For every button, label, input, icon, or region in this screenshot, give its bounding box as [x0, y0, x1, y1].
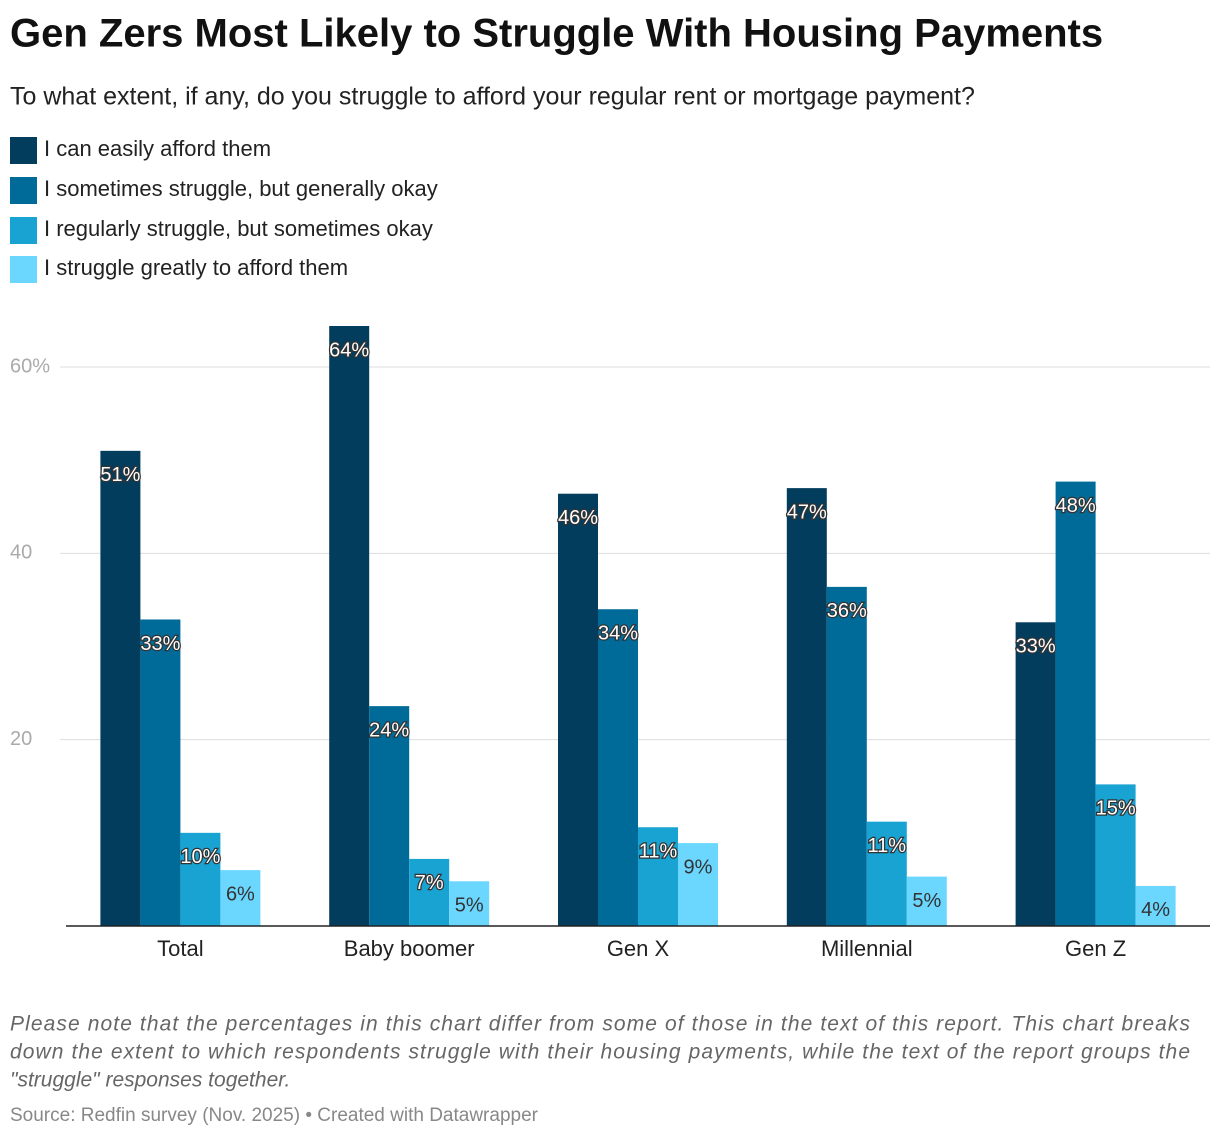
legend-label: I sometimes struggle, but generally okay — [44, 176, 438, 201]
note: down the extent to which respondents str… — [10, 1041, 1190, 1064]
legend-label: I regularly struggle, but sometimes okay — [44, 216, 433, 241]
bar — [906, 876, 947, 926]
x-tick-label: Gen X — [607, 936, 670, 961]
bar — [638, 827, 678, 926]
bar — [409, 858, 450, 926]
legend-label: I can easily afford them — [44, 136, 271, 161]
bar — [598, 609, 638, 926]
bar — [558, 493, 598, 926]
value-label: 24% — [369, 719, 409, 741]
value-label: 11% — [868, 835, 907, 857]
value-label: 4% — [1141, 899, 1170, 921]
y-tick-label: 40 — [10, 542, 32, 564]
value-label: 5% — [455, 895, 484, 917]
value-label: 46% — [558, 507, 598, 529]
x-tick-label: Total — [157, 936, 203, 961]
bar — [329, 326, 370, 926]
bar — [1095, 784, 1136, 926]
bar — [866, 821, 907, 926]
bar — [826, 586, 867, 926]
note: Please note that the percentages in this… — [10, 1013, 1190, 1036]
bar — [140, 619, 181, 926]
legend-swatch — [10, 177, 37, 204]
value-label: 34% — [598, 623, 638, 645]
value-label: 51% — [100, 464, 140, 486]
bar — [678, 843, 718, 926]
legend-swatch — [10, 217, 37, 244]
y-tick-label: 20 — [10, 728, 32, 750]
bar — [1015, 622, 1056, 926]
source: Source: Redfin survey (Nov. 2025) • Crea… — [10, 1105, 539, 1126]
value-label: 47% — [787, 501, 827, 523]
value-label: 33% — [140, 633, 180, 655]
y-tick-label: 60% — [10, 355, 50, 377]
value-label: 7% — [415, 872, 444, 894]
x-tick-label: Gen Z — [1065, 936, 1126, 961]
value-label: 48% — [1056, 495, 1096, 517]
bar — [180, 832, 221, 926]
bar — [786, 488, 827, 926]
value-label: 11% — [639, 841, 678, 863]
value-label: 33% — [1016, 636, 1056, 658]
bar — [1135, 885, 1176, 926]
bar — [369, 706, 410, 926]
bar — [220, 870, 261, 926]
legend-swatch — [10, 256, 37, 283]
note: "struggle" responses together. — [10, 1069, 290, 1092]
legend-swatch — [10, 137, 37, 164]
bar — [1055, 481, 1096, 926]
value-label: 9% — [684, 856, 713, 878]
legend-label: I struggle greatly to afford them — [44, 255, 348, 280]
x-tick-label: Millennial — [821, 936, 913, 961]
value-label: 64% — [329, 339, 369, 361]
bar — [100, 450, 141, 926]
value-label: 15% — [1096, 798, 1136, 820]
value-label: 36% — [827, 600, 867, 622]
value-label: 5% — [912, 890, 941, 912]
chart-title: Gen Zers Most Likely to Struggle With Ho… — [10, 12, 1103, 56]
bar — [449, 881, 490, 926]
x-tick-label: Baby boomer — [344, 936, 475, 961]
value-label: 10% — [180, 846, 220, 868]
value-label: 6% — [226, 883, 255, 905]
chart-subtitle: To what extent, if any, do you struggle … — [10, 83, 975, 111]
